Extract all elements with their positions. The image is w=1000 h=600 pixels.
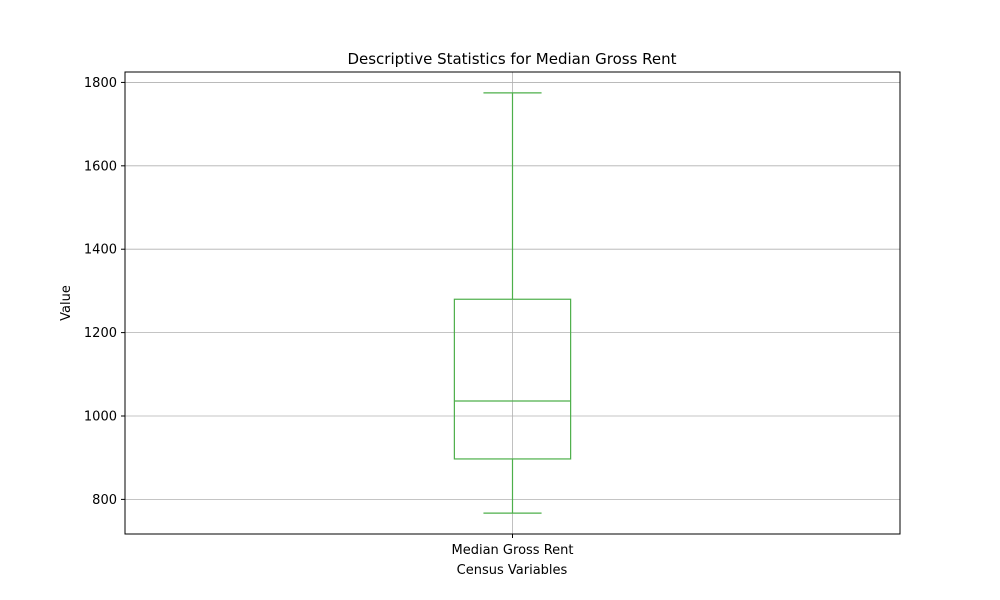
y-tick-label: 1600 bbox=[84, 159, 117, 174]
x-tick-label: Median Gross Rent bbox=[452, 543, 574, 558]
chart-title: Descriptive Statistics for Median Gross … bbox=[347, 50, 676, 68]
y-tick-label: 1000 bbox=[84, 409, 117, 424]
interquartile-box bbox=[453, 298, 572, 460]
box-plot-series bbox=[453, 92, 572, 514]
y-axis-label: Value bbox=[59, 285, 74, 321]
y-tick-label: 800 bbox=[92, 493, 117, 508]
x-axis-ticks: Median Gross Rent bbox=[452, 534, 574, 558]
y-tick-label: 1200 bbox=[84, 326, 117, 341]
plot-area-frame bbox=[124, 71, 901, 535]
y-axis-ticks: 800 1000 1200 1400 1600 1800 bbox=[84, 76, 125, 508]
y-tick-label: 1400 bbox=[84, 243, 117, 258]
x-axis-label: Census Variables bbox=[457, 563, 568, 578]
y-tick-label: 1800 bbox=[84, 76, 117, 91]
